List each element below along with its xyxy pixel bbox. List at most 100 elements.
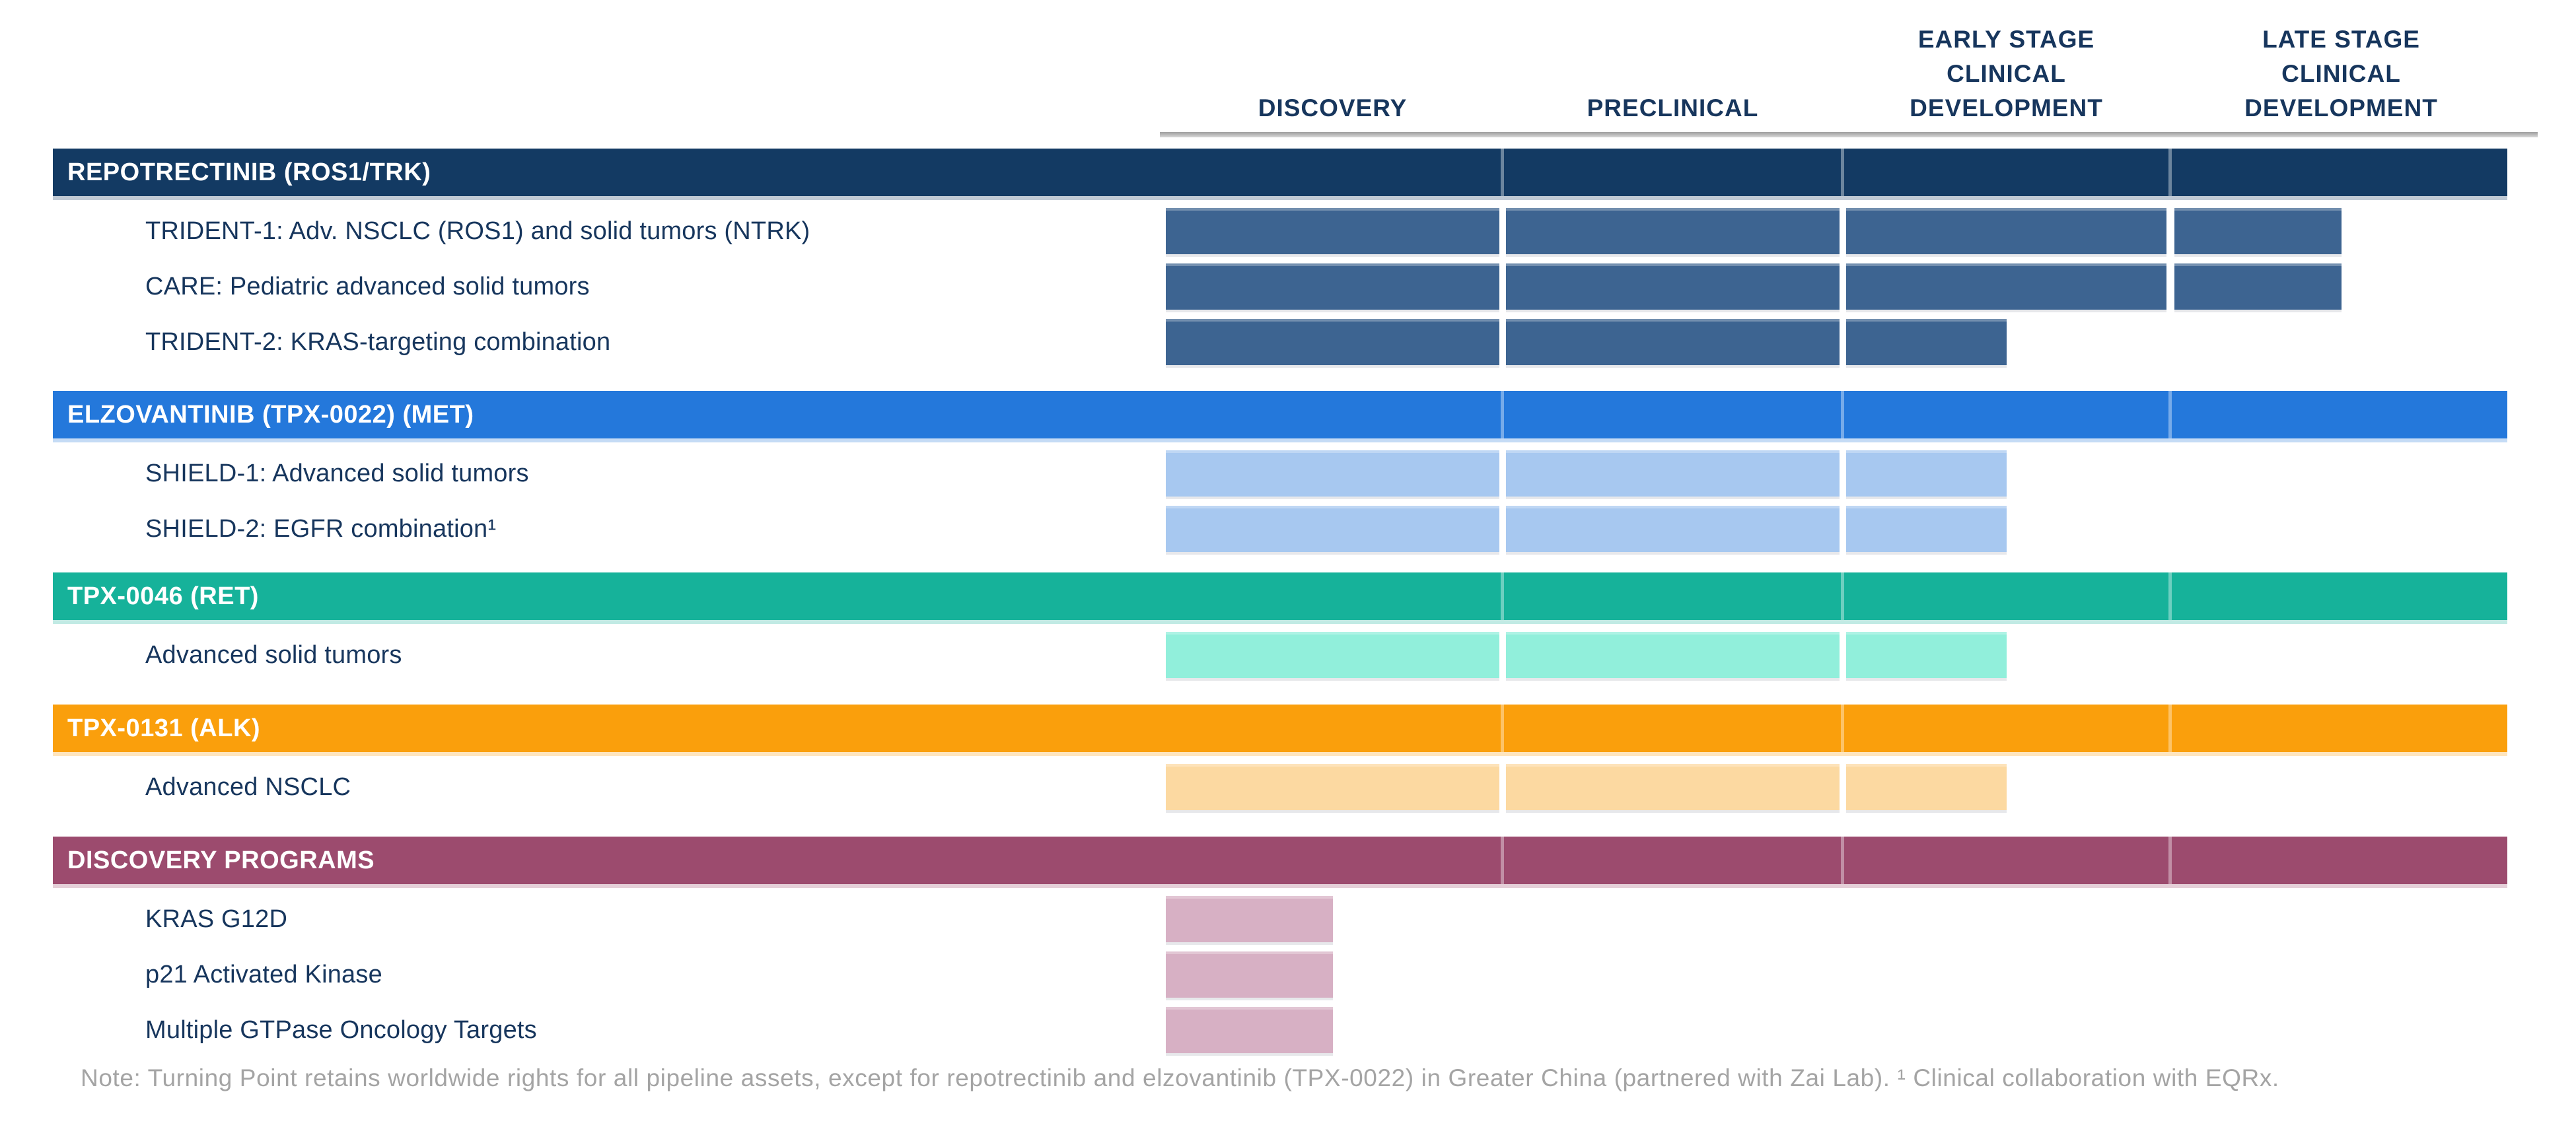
stage-bar-segment — [1166, 896, 1333, 942]
stage-bar — [53, 208, 2507, 254]
column-header-discovery: DISCOVERY — [1166, 91, 1499, 125]
stage-bar-segment — [1166, 263, 1499, 310]
stage-bar-segment — [1846, 319, 2007, 365]
program-row: Advanced solid tumors — [53, 632, 2507, 678]
program-row: SHIELD-1: Advanced solid tumors — [53, 450, 2507, 497]
column-header-line: PRECLINICAL — [1587, 94, 1759, 121]
column-gridline — [1841, 837, 1844, 884]
column-header-row: DISCOVERY PRECLINICAL EARLY STAGE CLINIC… — [53, 18, 2507, 125]
program-label: Multiple GTPase Oncology Targets — [145, 1016, 537, 1044]
stage-bar-segment — [2174, 208, 2342, 254]
program-row: KRAS G12D — [53, 896, 2507, 942]
stage-bar-segment — [1166, 764, 1499, 810]
section-header-tpx-0131: TPX-0131 (ALK) — [53, 705, 2507, 752]
program-row: TRIDENT-1: Adv. NSCLC (ROS1) and solid t… — [53, 208, 2507, 254]
column-gridline — [1501, 705, 1504, 752]
column-header-line: DEVELOPMENT — [1910, 94, 2103, 121]
column-header-preclinical: PRECLINICAL — [1506, 91, 1840, 125]
column-header-late-stage: LATE STAGE CLINICAL DEVELOPMENT — [2174, 22, 2508, 125]
column-gridline — [1841, 705, 1844, 752]
column-gridline — [1501, 837, 1504, 884]
pipeline-sections: REPOTRECTINIB (ROS1/TRK) TRIDENT-1: Adv.… — [53, 149, 2507, 1095]
stage-bar-segment — [1506, 208, 1840, 254]
section-discovery-programs: DISCOVERY PROGRAMS KRAS G12D p21 Activat… — [53, 837, 2507, 1053]
section-repotrectinib: REPOTRECTINIB (ROS1/TRK) TRIDENT-1: Adv.… — [53, 149, 2507, 365]
program-row: SHIELD-2: EGFR combination¹ — [53, 506, 2507, 552]
section-header-repotrectinib: REPOTRECTINIB (ROS1/TRK) — [53, 149, 2507, 196]
stage-bar-segment — [1846, 632, 2007, 678]
stage-bar-segment — [1166, 951, 1333, 998]
program-label: TRIDENT-2: KRAS-targeting combination — [145, 328, 611, 356]
stage-bar-segment — [1166, 208, 1499, 254]
stage-bar-segment — [1166, 632, 1499, 678]
column-header-line: CLINICAL — [2281, 60, 2401, 87]
stage-bar-segment — [1166, 319, 1499, 365]
program-row: Advanced NSCLC — [53, 764, 2507, 810]
stage-bar-segment — [1506, 632, 1840, 678]
program-label: Advanced solid tumors — [145, 640, 402, 669]
column-header-early-stage: EARLY STAGE CLINICAL DEVELOPMENT — [1846, 22, 2166, 125]
section-title: TPX-0046 (RET) — [67, 582, 259, 610]
stage-bar-segment — [1506, 764, 1840, 810]
program-row: p21 Activated Kinase — [53, 951, 2507, 998]
column-gridline — [2168, 837, 2172, 884]
stage-bar-segment — [1506, 450, 1840, 497]
column-header-line: EARLY STAGE — [1917, 26, 2095, 53]
column-header-line: LATE STAGE — [2262, 26, 2420, 53]
column-gridline — [2168, 391, 2172, 438]
program-label: SHIELD-2: EGFR combination¹ — [145, 514, 497, 543]
section-title: REPOTRECTINIB (ROS1/TRK) — [67, 158, 431, 186]
stage-bar-segment — [1166, 450, 1499, 497]
section-title: DISCOVERY PROGRAMS — [67, 846, 375, 874]
column-gridline — [1841, 149, 1844, 196]
section-elzovantinib: ELZOVANTINIB (TPX-0022) (MET) SHIELD-1: … — [53, 391, 2507, 552]
column-header-line: DISCOVERY — [1258, 94, 1408, 121]
stage-bar — [53, 506, 2507, 552]
stage-bar — [53, 1007, 2507, 1053]
footnote: Note: Turning Point retains worldwide ri… — [81, 1064, 2279, 1091]
program-label: Advanced NSCLC — [145, 773, 351, 801]
column-gridline — [2168, 149, 2172, 196]
column-gridline — [1841, 572, 1844, 620]
stage-bar — [53, 319, 2507, 365]
section-header-discovery-programs: DISCOVERY PROGRAMS — [53, 837, 2507, 884]
stage-bar-segment — [1846, 764, 2007, 810]
stage-bar-segment — [1166, 506, 1499, 552]
column-gridline — [1501, 149, 1504, 196]
program-label: TRIDENT-1: Adv. NSCLC (ROS1) and solid t… — [145, 217, 810, 245]
stage-bar-segment — [1166, 1007, 1333, 1053]
stage-bar-segment — [1506, 506, 1840, 552]
program-row: TRIDENT-2: KRAS-targeting combination — [53, 319, 2507, 365]
program-row: CARE: Pediatric advanced solid tumors — [53, 263, 2507, 310]
stage-bar-segment — [1846, 450, 2007, 497]
stage-bar — [53, 450, 2507, 497]
column-gridline — [2168, 572, 2172, 620]
column-header-line: CLINICAL — [1947, 60, 2066, 87]
section-title: ELZOVANTINIB (TPX-0022) (MET) — [67, 400, 474, 429]
section-title: TPX-0131 (ALK) — [67, 714, 261, 742]
column-gridline — [1501, 572, 1504, 620]
stage-bar — [53, 764, 2507, 810]
program-label: p21 Activated Kinase — [145, 960, 382, 988]
section-tpx-0046: TPX-0046 (RET) Advanced solid tumors — [53, 572, 2507, 678]
stage-bar-segment — [2174, 263, 2342, 310]
section-header-elzovantinib: ELZOVANTINIB (TPX-0022) (MET) — [53, 391, 2507, 438]
program-label: CARE: Pediatric advanced solid tumors — [145, 272, 590, 300]
stage-bar-segment — [1846, 506, 2007, 552]
stage-bar — [53, 263, 2507, 310]
program-label: SHIELD-1: Advanced solid tumors — [145, 459, 529, 487]
column-gridline — [2168, 705, 2172, 752]
stage-bar-segment — [1506, 263, 1840, 310]
stage-bar-segment — [1506, 319, 1840, 365]
section-tpx-0131: TPX-0131 (ALK) Advanced NSCLC — [53, 705, 2507, 810]
header-divider-rule — [1160, 132, 2538, 137]
stage-bar — [53, 951, 2507, 998]
stage-bar — [53, 896, 2507, 942]
stage-bar-segment — [1846, 263, 2166, 310]
program-label: KRAS G12D — [145, 905, 288, 933]
program-row: Multiple GTPase Oncology Targets — [53, 1007, 2507, 1053]
section-header-tpx-0046: TPX-0046 (RET) — [53, 572, 2507, 620]
column-header-line: DEVELOPMENT — [2244, 94, 2438, 121]
column-gridline — [1501, 391, 1504, 438]
